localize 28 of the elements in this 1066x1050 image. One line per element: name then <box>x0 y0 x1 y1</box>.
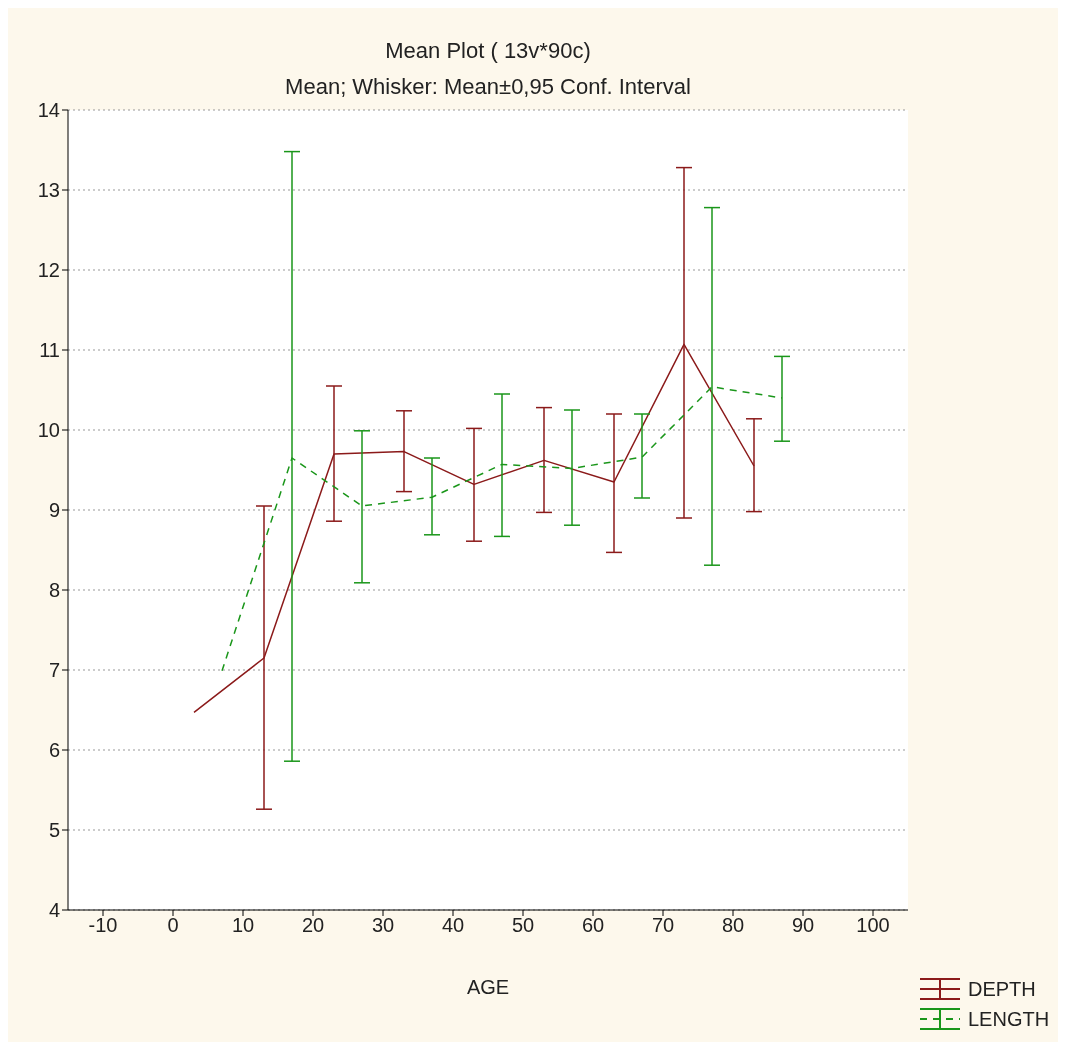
y-tick-label: 6 <box>48 739 60 762</box>
chart-subtitle: Mean; Whisker: Mean±0,95 Conf. Interval <box>284 73 692 100</box>
chart-title: Mean Plot ( 13v*90c) <box>384 37 592 64</box>
legend-label: DEPTH <box>968 977 1036 1001</box>
x-axis-title: AGE <box>466 976 510 999</box>
y-tick-label: 13 <box>37 179 60 202</box>
y-tick-label: 12 <box>37 259 60 282</box>
y-tick-label: 4 <box>48 899 60 922</box>
x-tick-label: 80 <box>721 914 745 937</box>
x-tick-label: 40 <box>441 914 465 937</box>
legend-label: LENGTH <box>968 1007 1050 1031</box>
y-tick-label: 14 <box>37 99 60 122</box>
x-tick-label: 100 <box>856 914 890 937</box>
y-tick-label: 5 <box>48 819 60 842</box>
x-tick-label: 10 <box>231 914 255 937</box>
y-tick-label: 9 <box>48 499 60 522</box>
x-tick-label: -10 <box>88 914 118 937</box>
x-tick-label: 70 <box>651 914 675 937</box>
x-tick-label: 20 <box>301 914 325 937</box>
x-tick-label: 60 <box>581 914 605 937</box>
y-tick-label: 11 <box>39 339 60 362</box>
x-tick-label: 0 <box>167 914 179 937</box>
y-tick-label: 8 <box>48 579 60 602</box>
x-tick-label: 50 <box>511 914 535 937</box>
y-tick-label: 10 <box>37 419 60 442</box>
x-tick-label: 90 <box>791 914 815 937</box>
x-tick-label: 30 <box>371 914 395 937</box>
y-tick-label: 7 <box>48 659 60 682</box>
